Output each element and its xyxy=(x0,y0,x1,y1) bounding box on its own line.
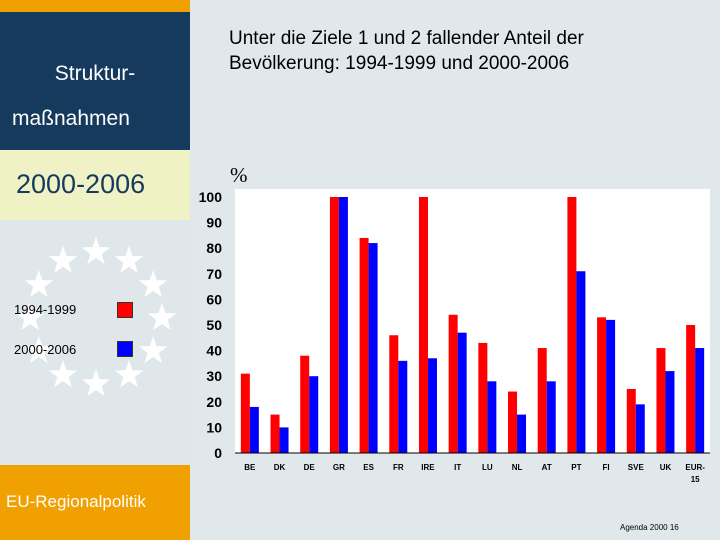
bar-1994-1999-EUR-15 xyxy=(686,325,696,453)
x-tick-label: ES xyxy=(363,463,374,472)
y-axis-unit: % xyxy=(230,163,248,187)
eu-star-icon xyxy=(24,270,54,298)
sidebar-title-box: Struktur- maßnahmen xyxy=(0,12,190,150)
bar-2000-2006-ES xyxy=(368,243,378,453)
y-tick-label: 70 xyxy=(206,266,222,282)
legend-label-2000: 2000-2006 xyxy=(14,342,77,357)
x-tick-label: LU xyxy=(482,463,493,472)
bar-2000-2006-LU xyxy=(487,381,497,453)
bar-2000-2006-BE xyxy=(249,406,259,453)
eu-star-icon xyxy=(81,237,111,265)
bar-1994-1999-DE xyxy=(300,355,310,453)
slide-title: Unter die Ziele 1 und 2 fallender Anteil… xyxy=(229,28,584,74)
x-tick-label: DE xyxy=(304,463,316,472)
eu-star-icon xyxy=(114,245,144,273)
x-tick-label: AT xyxy=(542,463,552,472)
bar-2000-2006-DK xyxy=(279,427,289,453)
x-tick-label: IT xyxy=(454,463,461,472)
bar-2000-2006-UK xyxy=(665,371,675,453)
x-tick-label: BE xyxy=(244,463,256,472)
eu-star-icon xyxy=(24,336,54,364)
eu-star-icon xyxy=(48,245,78,273)
eu-star-icon xyxy=(114,360,144,388)
x-tick-label: DK xyxy=(274,463,286,472)
eu-star-icon xyxy=(138,270,168,298)
bar-2000-2006-FR xyxy=(398,360,408,453)
legend-swatch-2000 xyxy=(117,341,133,357)
bar-1994-1999-GR xyxy=(329,197,339,453)
sidebar-footer-box: EU-Regionalpolitik xyxy=(0,465,190,540)
y-tick-label: 10 xyxy=(206,419,222,435)
eu-star-icon xyxy=(81,369,111,397)
bar-2000-2006-DE xyxy=(309,376,319,453)
bar-1994-1999-FR xyxy=(389,335,399,453)
y-tick-label: 30 xyxy=(206,368,222,384)
x-tick-label: PT xyxy=(571,463,581,472)
y-tick-label: 60 xyxy=(206,291,222,307)
x-tick-label: FR xyxy=(393,463,404,472)
bar-1994-1999-DK xyxy=(270,414,280,453)
bar-1994-1999-ES xyxy=(359,237,369,453)
bar-1994-1999-AT xyxy=(537,348,547,453)
bar-1994-1999-SVE xyxy=(626,389,636,453)
y-tick-label: 50 xyxy=(206,317,222,333)
bar-1994-1999-BE xyxy=(240,373,250,453)
bar-2000-2006-SVE xyxy=(635,404,645,453)
bar-1994-1999-PT xyxy=(567,197,577,453)
period-label: 2000-2006 xyxy=(16,169,146,199)
sidebar-footer-label: EU-Regionalpolitik xyxy=(6,492,146,511)
bar-1994-1999-LU xyxy=(478,342,488,453)
x-tick-label: GR xyxy=(333,463,345,472)
y-tick-label: 20 xyxy=(206,394,222,410)
x-tick-label: UK xyxy=(660,463,672,472)
legend-label-1994: 1994-1999 xyxy=(14,302,77,317)
bar-1994-1999-IT xyxy=(448,314,458,453)
sidebar-title-line2: maßnahmen xyxy=(12,107,130,130)
x-tick-label: EUR- xyxy=(685,463,705,472)
bar-1994-1999-FI xyxy=(597,317,607,453)
period-box: 2000-2006 xyxy=(0,150,190,220)
y-tick-label: 90 xyxy=(206,215,222,231)
y-tick-label: 100 xyxy=(199,189,223,205)
sidebar-title-line1: Struktur- xyxy=(54,62,136,85)
bar-2000-2006-NL xyxy=(517,414,527,453)
bar-1994-1999-NL xyxy=(508,391,518,453)
bar-2000-2006-FI xyxy=(606,319,616,453)
x-tick-label: 15 xyxy=(691,475,700,484)
eu-star-icon xyxy=(15,303,45,331)
eu-stars-emblem xyxy=(15,237,177,397)
bar-2000-2006-IT xyxy=(457,332,467,453)
legend-swatch-1994 xyxy=(117,302,133,318)
bar-2000-2006-IRE xyxy=(427,358,437,453)
y-tick-label: 80 xyxy=(206,240,222,256)
bar-2000-2006-PT xyxy=(576,271,586,453)
eu-star-icon xyxy=(48,360,78,388)
top-accent-strip xyxy=(0,0,190,12)
eu-star-icon xyxy=(138,336,168,364)
x-tick-label: SVE xyxy=(628,463,645,472)
bar-1994-1999-IRE xyxy=(418,197,428,453)
x-tick-label: FI xyxy=(603,463,610,472)
page-footer: Agenda 2000 16 xyxy=(620,523,679,532)
bar-2000-2006-AT xyxy=(546,381,556,453)
bar-1994-1999-UK xyxy=(656,348,666,453)
bar-2000-2006-EUR-15 xyxy=(695,348,705,453)
x-tick-label: NL xyxy=(512,463,523,472)
x-tick-label: IRE xyxy=(421,463,435,472)
y-tick-label: 40 xyxy=(206,343,222,359)
bar-2000-2006-GR xyxy=(338,197,348,453)
y-tick-label: 0 xyxy=(214,445,222,461)
sidebar-legend-area xyxy=(0,220,190,465)
eu-star-icon xyxy=(147,303,177,331)
